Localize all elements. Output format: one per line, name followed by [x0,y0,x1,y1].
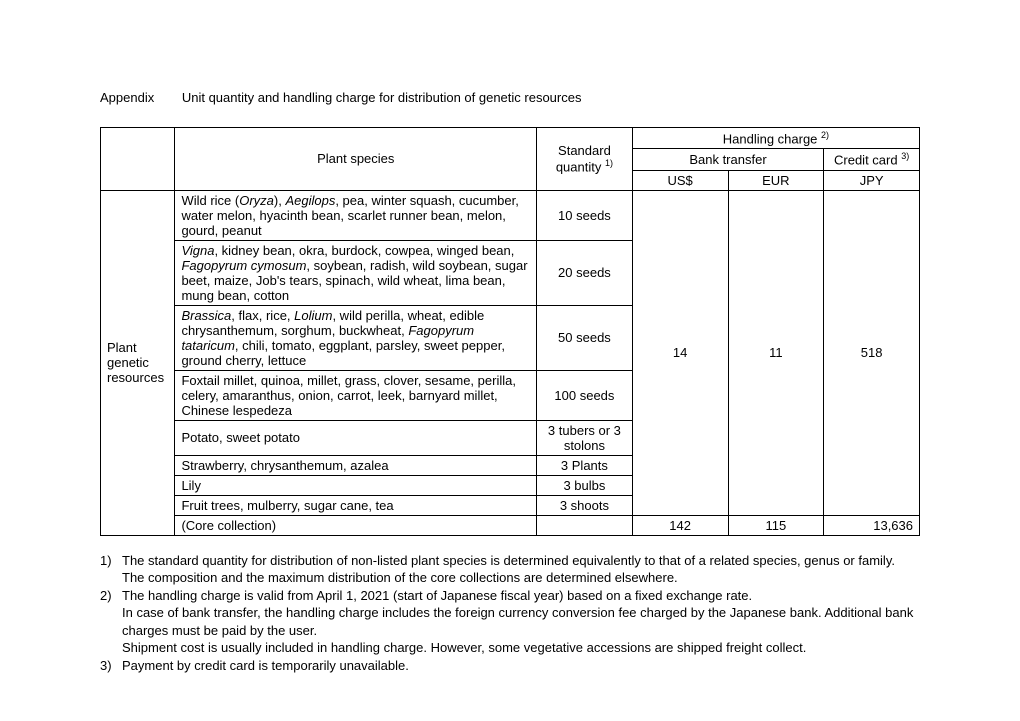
footnote-text: The handling charge is valid from April … [122,587,920,657]
table-header-row-1: Plant species Standard quantity 1) Handl… [101,128,920,149]
core-qty-cell [537,515,633,535]
footnotes: 1) The standard quantity for distributio… [100,552,920,675]
header-credit: Credit card 3) [824,149,920,170]
species-cell: Strawberry, chrysanthemum, azalea [175,455,537,475]
header-blank [101,128,175,191]
species-cell: Brassica, flax, rice, Lolium, wild peril… [175,305,537,370]
header-quantity-sup: 1) [605,158,613,168]
header-credit-text: Credit card [834,153,901,168]
qty-cell: 10 seeds [537,190,633,240]
qty-cell: 3 Plants [537,455,633,475]
species-cell: Vigna, kidney bean, okra, burdock, cowpe… [175,240,537,305]
jpy-cell: 518 [824,190,920,515]
core-usd-cell: 142 [632,515,728,535]
qty-cell: 3 tubers or 3 stolons [537,420,633,455]
footnote-line: Shipment cost is usually included in han… [122,640,806,655]
footnote-num: 1) [100,552,122,587]
footnote-text: Payment by credit card is temporarily un… [122,657,920,675]
header-eur: EUR [728,170,824,190]
header-charge: Handling charge 2) [632,128,919,149]
species-cell: Fruit trees, mulberry, sugar cane, tea [175,495,537,515]
title-text: Unit quantity and handling charge for di… [182,90,582,105]
footnote-line: The composition and the maximum distribu… [122,570,678,585]
footnote-1: 1) The standard quantity for distributio… [100,552,920,587]
usd-cell: 14 [632,190,728,515]
qty-cell: 50 seeds [537,305,633,370]
footnote-line: The standard quantity for distribution o… [122,553,895,568]
core-eur-cell: 115 [728,515,824,535]
footnote-num: 3) [100,657,122,675]
qty-cell: 3 shoots [537,495,633,515]
footnote-line: Payment by credit card is temporarily un… [122,658,409,673]
header-bank: Bank transfer [632,149,823,170]
qty-cell: 20 seeds [537,240,633,305]
footnote-line: In case of bank transfer, the handling c… [122,605,913,638]
footnote-num: 2) [100,587,122,657]
header-credit-sup: 3) [901,151,909,161]
species-cell: Wild rice (Oryza), Aegilops, pea, winter… [175,190,537,240]
table-row-core: (Core collection) 142 115 13,636 [101,515,920,535]
table-row: Plant genetic resources Wild rice (Oryza… [101,190,920,240]
footnote-text: The standard quantity for distribution o… [122,552,920,587]
species-cell: Lily [175,475,537,495]
header-jpy: JPY [824,170,920,190]
eur-cell: 11 [728,190,824,515]
page-title: Appendix Unit quantity and handling char… [100,90,920,105]
appendix-label: Appendix [100,90,154,105]
header-usd: US$ [632,170,728,190]
charges-table: Plant species Standard quantity 1) Handl… [100,127,920,536]
core-jpy-cell: 13,636 [824,515,920,535]
header-quantity: Standard quantity 1) [537,128,633,191]
qty-cell: 3 bulbs [537,475,633,495]
qty-cell: 100 seeds [537,370,633,420]
header-charge-sup: 2) [821,130,829,140]
species-cell: Potato, sweet potato [175,420,537,455]
header-quantity-text: Standard quantity [556,143,611,174]
header-species: Plant species [175,128,537,191]
category-cell: Plant genetic resources [101,190,175,535]
core-label-cell: (Core collection) [175,515,537,535]
species-cell: Foxtail millet, quinoa, millet, grass, c… [175,370,537,420]
footnote-3: 3) Payment by credit card is temporarily… [100,657,920,675]
footnote-2: 2) The handling charge is valid from Apr… [100,587,920,657]
footnote-line: The handling charge is valid from April … [122,588,752,603]
header-charge-text: Handling charge [723,131,821,146]
